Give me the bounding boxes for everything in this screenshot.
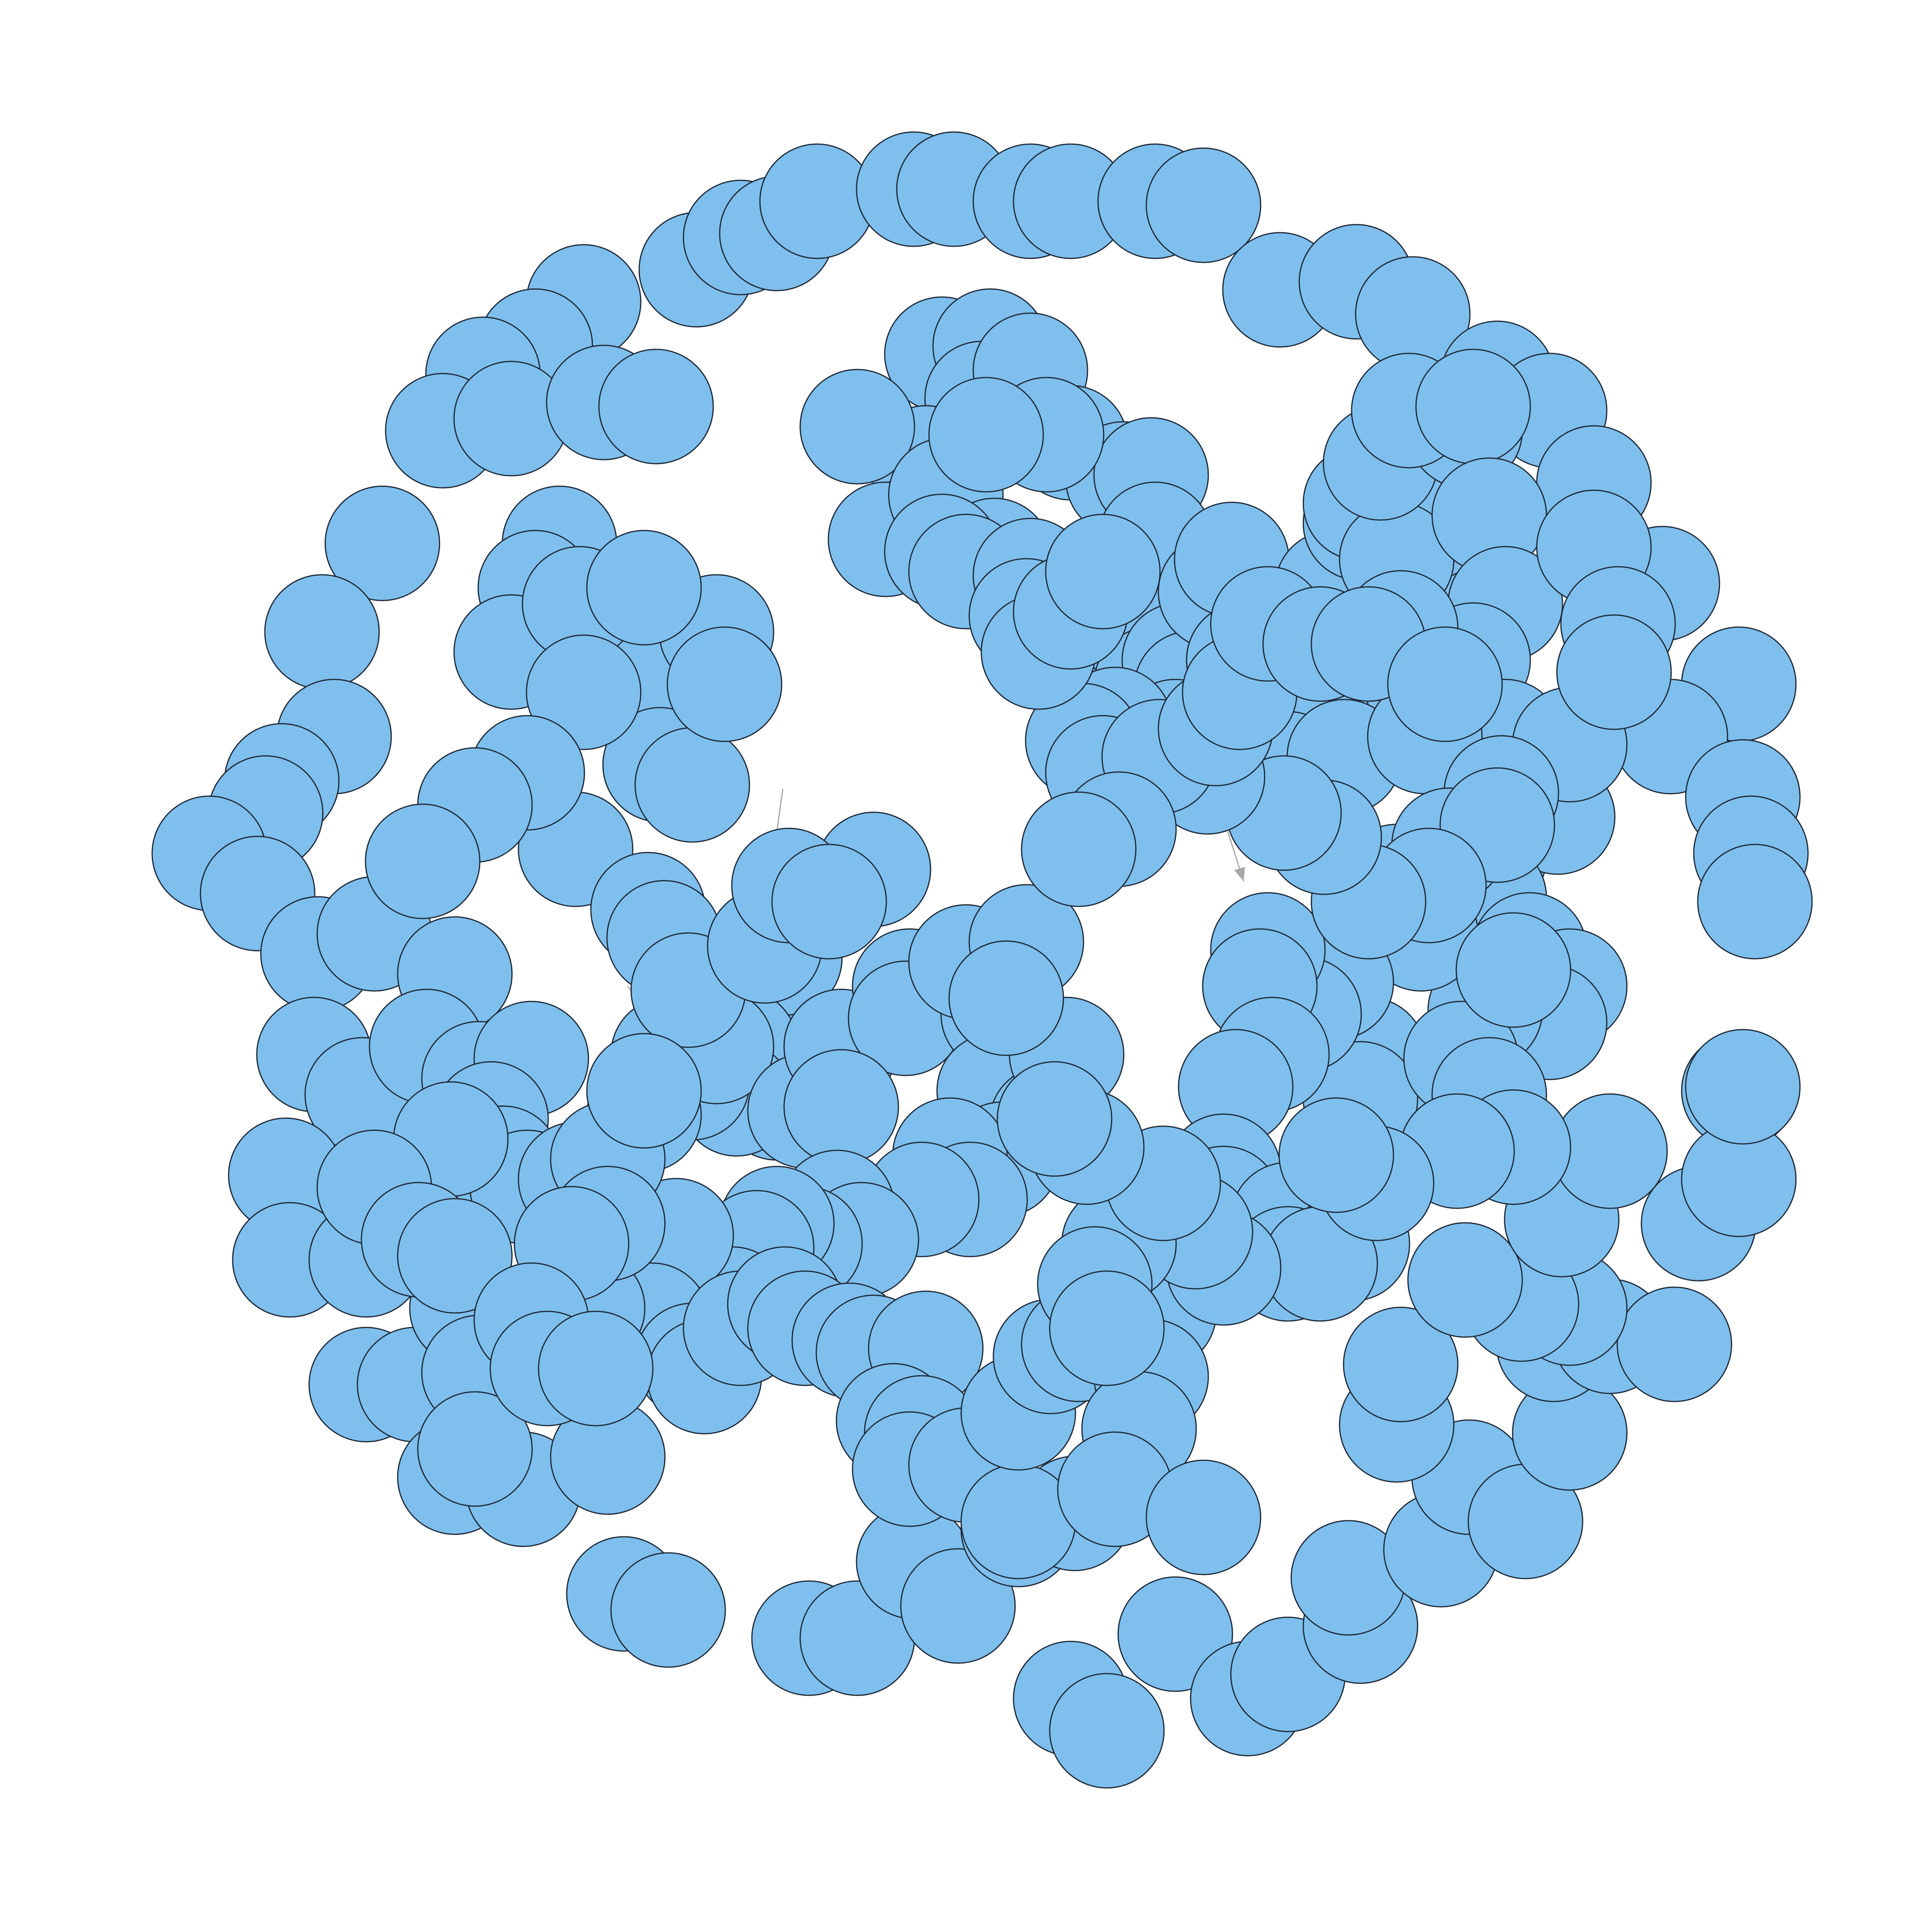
graph-node [1415, 349, 1531, 464]
graph-node [598, 349, 714, 464]
graph-node [397, 1198, 513, 1314]
graph-node [783, 1049, 899, 1165]
graph-node [1685, 1029, 1801, 1145]
graph-node [1021, 791, 1137, 907]
graph-node [771, 844, 887, 960]
graph-node [586, 530, 702, 646]
graph-node [759, 143, 875, 259]
graph-node [667, 626, 782, 742]
graph-node [417, 1391, 533, 1507]
graph-node [1616, 1286, 1732, 1402]
graph-node [1045, 514, 1161, 630]
edge-arrowhead [1234, 867, 1245, 881]
graph-node [1146, 147, 1261, 263]
graph-node [1387, 626, 1503, 742]
graph-node [1049, 1270, 1165, 1386]
graph-node [365, 803, 481, 919]
graph-node [1455, 912, 1571, 1028]
graph-node [538, 1311, 654, 1426]
graph-node [997, 1061, 1113, 1177]
graph-node [1278, 1097, 1394, 1213]
graph-node [324, 485, 440, 601]
graph-node [1407, 1222, 1523, 1338]
graph-node [586, 1033, 702, 1149]
graph-node [1697, 844, 1813, 960]
graph-node [799, 369, 915, 485]
graph-node [634, 727, 750, 843]
graph-node [264, 574, 380, 690]
node-layer [151, 131, 1813, 1789]
graph-node [928, 377, 1044, 493]
graph-node [1343, 1307, 1459, 1422]
graph-node [1049, 1673, 1165, 1789]
graph-node [1146, 1459, 1261, 1575]
graph-node [948, 940, 1064, 1056]
graph-node [526, 634, 642, 750]
graph-node [610, 1552, 726, 1668]
graph-node [1556, 614, 1672, 730]
